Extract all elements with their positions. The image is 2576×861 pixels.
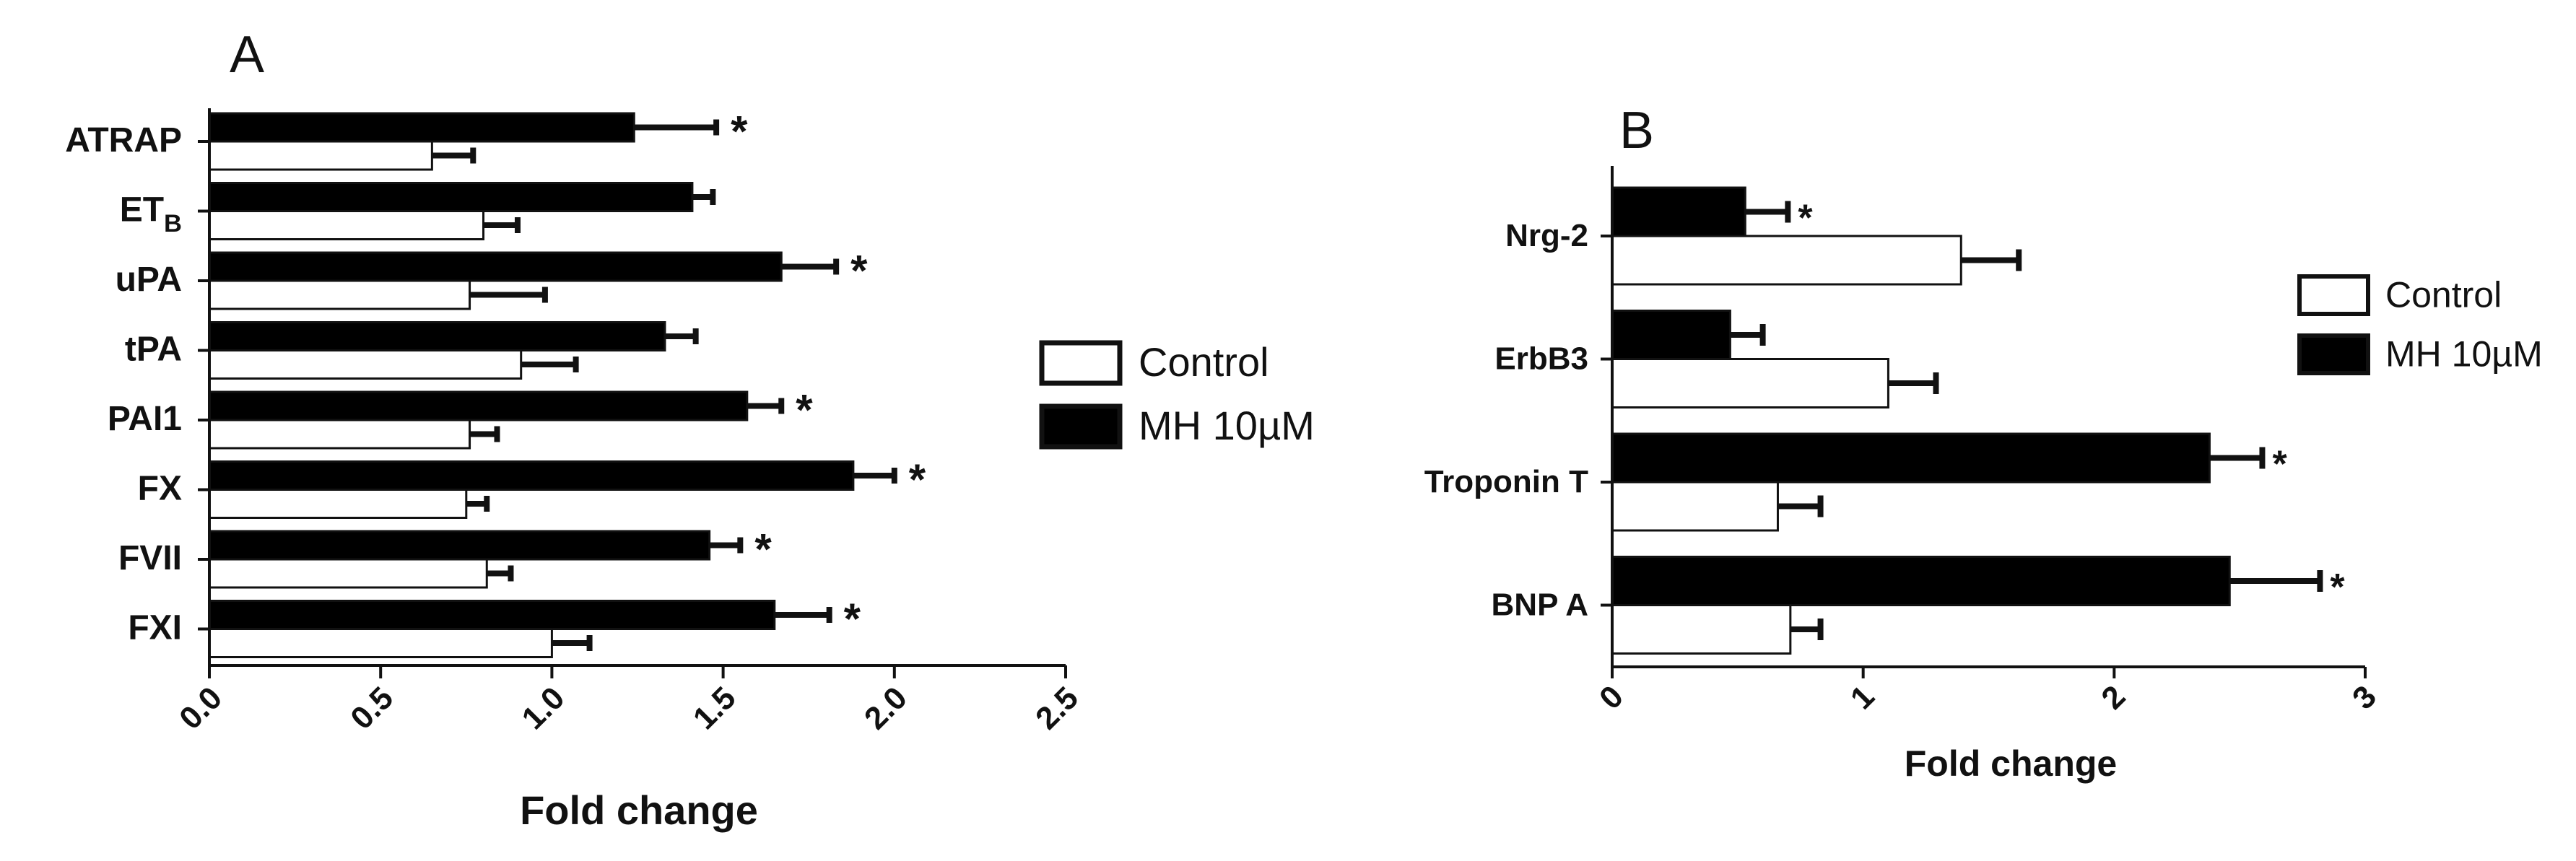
panel-a-category-label-main: FVII [118,539,182,577]
panel-a-letter: A [230,26,264,84]
panel-b-bar-control-nrg-2 [1611,235,1962,286]
panel-b-x-tick-label: 1 [1844,678,1881,716]
panel-a-bar-control-tpa [208,349,523,380]
panel-a-significance-star-atrap: * [731,108,748,156]
panel-a-bar-mh-atrap [208,112,635,143]
panel-b-x-tick-label: 2 [2094,678,2132,716]
panel-b-significance-star-bnp-a: * [2330,567,2345,608]
panel-a-bars: * * * * * * [208,108,926,658]
panel-a-bar-mh-pai1 [208,390,749,421]
panel-a-x-tick-label: 1.0 [515,680,572,736]
panel-a-category-label-main: tPA [125,331,182,369]
panel-a-category-label-subscript: B [164,210,182,237]
panel-a-bar-control-pai1 [208,419,471,450]
panel-b-legend-label-mh: MH 10µM [2385,334,2543,375]
panel-b: B * * * Nrg-2 ErbB3 Troponin T BNP A 0 1 2 3 Fold… [1424,102,2543,784]
panel-b-bar-control-troponin-t [1611,481,1779,532]
panel-b-x-tick-label: 3 [2346,678,2383,716]
panel-a-category-label-upa: uPA [116,261,182,299]
panel-a-significance-star-pai1: * [796,386,813,434]
panel-b-bar-mh-erbb3 [1611,310,1731,360]
panel-a-x-tick-label: 2.0 [858,680,914,736]
panel-a-bar-mh-fvii [208,530,711,561]
panel-a-bar-control-fx [208,489,468,519]
panel-a-bar-mh-fx [208,460,855,491]
panel-a-category-label-atrap: ATRAP [65,121,182,159]
panel-b-category-label-main: Troponin T [1424,464,1588,499]
panel-a-bar-control-upa [208,279,471,310]
panel-a-legend: Control MH 10µM [1039,339,1315,450]
panel-b-bars: * * * [1611,186,2345,655]
panel-a-significance-star-upa: * [850,247,868,295]
panel-b-category-label-troponin-t: Troponin T [1424,464,1588,499]
panel-b-bar-mh-nrg-2 [1611,186,1746,237]
panel-a-significance-star-fx: * [909,455,926,504]
panel-a-category-label-main: FX [138,470,182,508]
panel-a-category-label-fvii: FVII [118,539,182,577]
panel-a-x-axis-title: Fold change [520,787,758,833]
panel-a-legend-swatch-mh [1039,403,1123,450]
panel-a-x-tick-label: 2.5 [1029,680,1085,736]
panel-a-category-label-main: ET [120,191,164,230]
panel-a-x-tick-label: 0.5 [344,680,400,736]
panel-a-category-label-main: FXI [128,609,182,647]
panel-a-bar-mh-fxi [208,600,776,630]
panel-a-bar-control-fvii [208,558,488,589]
panel-a-bar-mh-tpa [208,321,666,351]
panel-b-category-label-main: BNP A [1492,587,1588,623]
panel-a-x-tick-label: 1.5 [687,680,743,736]
panel-a-legend-swatch-control [1039,340,1123,386]
panel-b-x-tick-label: 0 [1593,678,1630,716]
panel-a-bar-control-atrap [208,140,433,171]
panel-b-legend-swatch-control [2297,274,2370,316]
panel-b-legend-swatch-mh [2297,333,2370,375]
panel-b-bar-mh-troponin-t [1611,432,2211,484]
panel-b-legend: Control MH 10µM [2297,274,2543,375]
panel-a-category-label-fx: FX [138,470,182,508]
panel-b-legend-label-control: Control [2385,275,2502,315]
panel-a-category-label-main: PAI1 [108,400,182,438]
panel-a-bar-mh-upa [208,251,783,282]
panel-a-bar-control-fxi [208,628,553,658]
panel-a-x-tick-label: 0.0 [173,680,229,736]
panel-b-letter: B [1619,102,1654,159]
panel-a-legend-label-control: Control [1139,339,1269,385]
panel-b-category-label-bnp-a: BNP A [1492,587,1588,623]
panel-b-bar-control-bnp-a [1611,604,1792,655]
panel-b-significance-star-nrg-2: * [1798,198,1813,240]
panel-a-legend-label-mh: MH 10µM [1139,403,1315,448]
panel-b-x-axis-title: Fold change [1905,743,2117,784]
panel-b-bar-control-erbb3 [1611,358,1889,408]
panel-a-category-label-main: uPA [116,261,182,299]
panel-a-category-label-tpa: tPA [125,331,182,369]
panel-a-category-label-main: ATRAP [65,121,182,159]
panel-a-significance-star-fxi: * [844,595,861,643]
panel-a-category-label-et-b: ETB [120,191,182,237]
panel-a-category-label-fxi: FXI [128,609,182,647]
panel-a-category-label-pai1: PAI1 [108,400,182,438]
panel-b-category-label-erbb3: ErbB3 [1494,341,1588,377]
panel-a-significance-star-fvii: * [754,525,772,574]
panel-b-significance-star-troponin-t: * [2272,444,2287,486]
panel-b-category-label-nrg-2: Nrg-2 [1505,218,1588,253]
panel-a-bar-control-et-b [208,210,485,240]
panel-b-category-label-main: ErbB3 [1494,341,1588,377]
panel-a-bar-mh-et-b [208,182,694,212]
panel-b-category-label-main: Nrg-2 [1505,218,1588,253]
panel-b-bar-mh-bnp-a [1611,556,2231,606]
